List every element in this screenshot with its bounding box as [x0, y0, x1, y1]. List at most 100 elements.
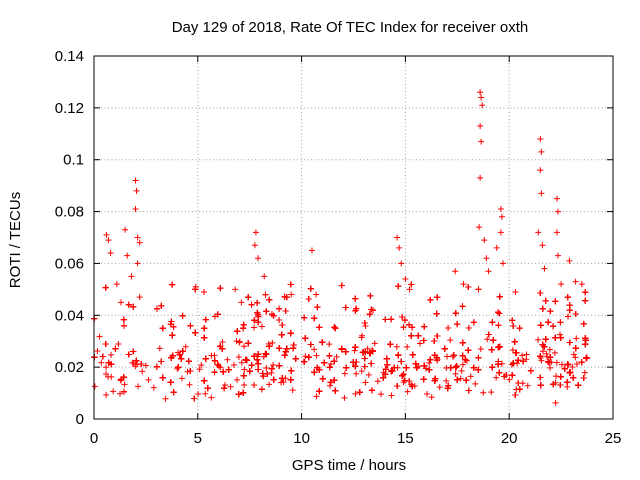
grid-lines [94, 56, 613, 419]
data-point [327, 360, 334, 367]
data-point [233, 338, 240, 345]
data-point [208, 352, 215, 359]
data-point [94, 347, 101, 354]
data-point [202, 390, 209, 397]
data-point [546, 359, 553, 366]
data-point [393, 343, 400, 350]
data-point [219, 339, 226, 346]
data-point [506, 376, 513, 383]
data-point [424, 391, 431, 398]
data-point [139, 368, 146, 375]
data-point [208, 394, 215, 401]
data-point [227, 383, 234, 390]
data-point [467, 373, 474, 380]
data-point [371, 340, 378, 347]
data-point [457, 375, 464, 382]
data-point [449, 353, 456, 360]
data-point [428, 394, 435, 401]
data-point [341, 394, 348, 401]
data-point [174, 365, 181, 372]
data-point [358, 368, 365, 375]
data-point [557, 331, 564, 338]
data-point [472, 380, 479, 387]
data-point [404, 388, 411, 395]
data-point [544, 353, 551, 360]
data-point [156, 345, 163, 352]
data-point [241, 366, 248, 373]
data-point [268, 369, 275, 376]
data-point [538, 357, 545, 364]
data-point [182, 343, 189, 350]
data-point [581, 369, 588, 376]
data-point [552, 399, 559, 406]
data-point [98, 359, 105, 366]
data-point [266, 381, 273, 388]
data-point [326, 382, 333, 389]
data-point [524, 382, 531, 389]
data-point [196, 366, 203, 373]
data-point [313, 393, 320, 400]
data-point [477, 346, 484, 353]
data-point [224, 356, 231, 363]
data-point [108, 351, 115, 358]
data-point [459, 361, 466, 368]
data-point [142, 362, 149, 369]
data-point [162, 395, 169, 402]
data-point [221, 381, 228, 388]
data-point [105, 373, 112, 380]
data-points [91, 89, 590, 406]
data-point [547, 364, 554, 371]
data-point [353, 370, 360, 377]
data-point [493, 374, 500, 381]
data-point [444, 353, 451, 360]
data-point [134, 383, 141, 390]
data-point [241, 382, 248, 389]
data-point [302, 353, 309, 360]
data-point [416, 340, 423, 347]
data-point [263, 365, 270, 372]
data-point [150, 384, 157, 391]
data-point [216, 363, 223, 370]
data-point [480, 389, 487, 396]
data-point [313, 352, 320, 359]
data-point [543, 350, 550, 357]
data-point [103, 364, 110, 371]
data-point [198, 362, 205, 369]
data-point [558, 361, 565, 368]
data-point [326, 341, 333, 348]
data-point [110, 388, 117, 395]
data-point [426, 359, 433, 366]
data-point [443, 377, 450, 384]
data-point [115, 340, 122, 347]
data-point [117, 377, 124, 384]
data-point [404, 343, 411, 350]
data-point [572, 354, 579, 361]
data-point [351, 347, 358, 354]
data-point [364, 345, 371, 352]
data-point [374, 378, 381, 385]
chart-title: Day 129 of 2018, Rate Of TEC Index for r… [172, 19, 529, 36]
data-point [551, 349, 558, 356]
data-point [535, 336, 542, 343]
data-point [573, 335, 580, 342]
data-point [519, 352, 526, 359]
data-point [333, 353, 340, 360]
data-point [186, 381, 193, 388]
data-point [121, 381, 128, 388]
data-point [236, 338, 243, 345]
data-point [91, 383, 98, 390]
data-point [523, 351, 530, 358]
data-point [377, 391, 384, 398]
data-point [553, 359, 560, 366]
data-point [238, 359, 245, 366]
data-point [230, 361, 237, 368]
data-point [352, 390, 359, 397]
data-point [452, 370, 459, 377]
data-point [235, 354, 242, 361]
data-point [570, 351, 577, 358]
data-point [569, 363, 576, 370]
data-point [509, 346, 516, 353]
data-point [341, 370, 348, 377]
data-point [388, 392, 395, 399]
